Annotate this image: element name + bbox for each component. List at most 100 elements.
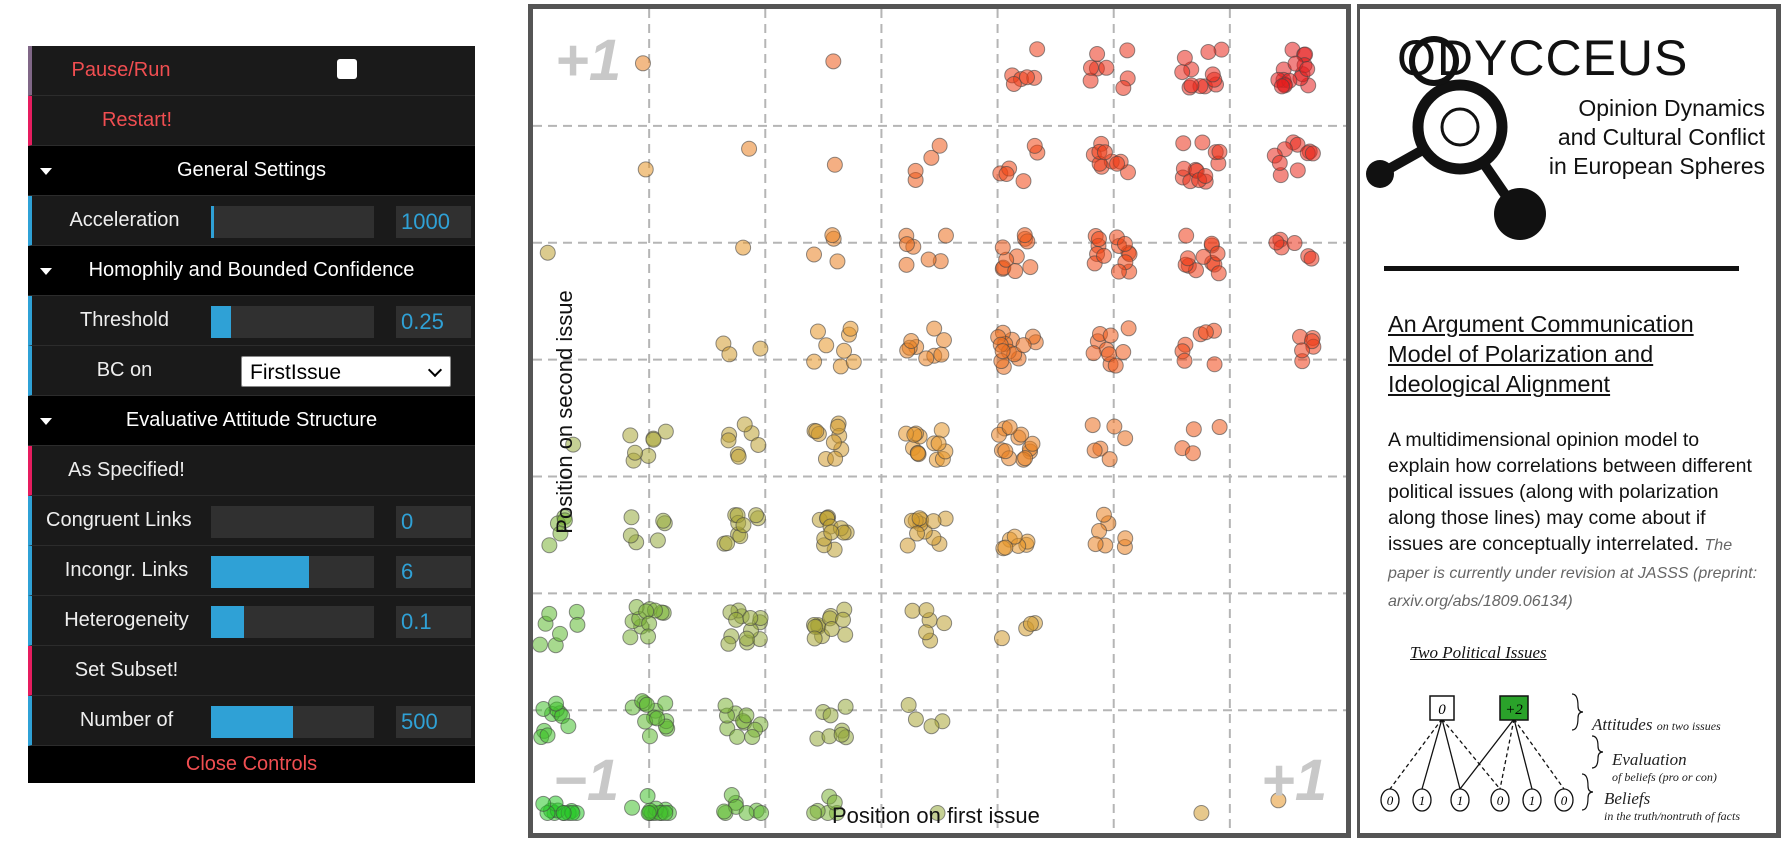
agent-dot <box>1117 530 1134 547</box>
agent-dot <box>641 728 658 745</box>
agent-dot <box>809 323 826 340</box>
bc-on-select[interactable]: FirstIssue <box>241 356 451 387</box>
agent-dot <box>741 140 758 157</box>
agent-dot <box>735 517 752 534</box>
agent-dot <box>806 630 823 647</box>
agent-dot <box>742 610 759 627</box>
folder-evaluative[interactable]: Evaluative Attitude Structure <box>28 396 475 446</box>
agent-dot <box>638 696 655 713</box>
agent-dot <box>1110 263 1127 280</box>
folder-title: Homophily and Bounded Confidence <box>88 259 415 281</box>
belief-node <box>1490 788 1510 812</box>
agent-dot <box>1211 419 1228 436</box>
divider <box>1384 266 1739 271</box>
agent-dot <box>1084 417 1101 434</box>
agent-dot <box>1197 324 1214 341</box>
agent-dot <box>1194 134 1211 151</box>
y-axis-title: Position on second issue <box>552 290 577 534</box>
close-controls-label: Close Controls <box>185 753 318 775</box>
agent-dot <box>909 445 926 462</box>
agent-dot <box>1176 352 1193 369</box>
agent-dot <box>640 447 657 464</box>
agent-dot <box>1174 64 1191 81</box>
agent-dot <box>1185 421 1202 438</box>
agent-dot <box>1294 342 1311 359</box>
agent-dot <box>1095 506 1112 523</box>
agent-dot <box>1106 418 1123 435</box>
paper-title-link[interactable]: An Argument Communication Model of Polar… <box>1388 311 1694 397</box>
agent-dot <box>1178 227 1195 244</box>
agent-dot <box>627 444 644 461</box>
agent-dot <box>1101 451 1118 468</box>
set-subset-button[interactable]: Set Subset! <box>28 646 475 696</box>
agent-dot <box>649 532 666 549</box>
agent-dot <box>1268 234 1285 251</box>
agent-dot <box>1210 265 1227 282</box>
acceleration-slider[interactable] <box>211 206 374 238</box>
plot-canvas <box>533 9 1346 833</box>
agent-dot <box>729 728 746 745</box>
agent-dot <box>898 236 915 253</box>
agent-dot <box>645 431 662 448</box>
odycceus-logo-graphic <box>1366 36 1546 240</box>
incongruent-row: Incongr. Links 6 <box>28 546 475 596</box>
attitude-node-2: +2 <box>1505 702 1523 718</box>
agent-dot <box>730 448 747 465</box>
belief-node <box>1554 788 1574 812</box>
agent-dot <box>911 510 928 527</box>
as-specified-button[interactable]: As Specified! <box>28 446 475 496</box>
heterogeneity-label: Heterogeneity <box>64 609 189 631</box>
agent-dot <box>655 512 672 529</box>
agent-dot <box>829 253 846 270</box>
agent-dot <box>907 162 924 179</box>
agent-dot <box>728 611 745 628</box>
heterogeneity-slider[interactable] <box>211 606 374 638</box>
pause-run-label: Pause/Run <box>71 59 171 81</box>
agent-dot <box>845 353 862 370</box>
agent-dot <box>1085 345 1102 362</box>
agent-dot <box>1019 69 1036 86</box>
abstract-note: The paper is currently under revision at… <box>1388 537 1758 610</box>
congruent-input[interactable]: 0 <box>396 506 471 538</box>
restart-button[interactable]: Restart! <box>28 96 475 146</box>
agent-dot <box>1195 248 1212 265</box>
number-of-slider[interactable] <box>211 706 374 738</box>
threshold-slider[interactable] <box>211 306 374 338</box>
congruent-slider[interactable] <box>211 506 374 538</box>
slider-fill <box>211 706 293 738</box>
bc-on-label: BC on <box>96 359 153 381</box>
agent-dot <box>1082 59 1099 76</box>
agent-dot <box>535 795 552 812</box>
heterogeneity-input[interactable]: 0.1 <box>396 606 471 638</box>
incongruent-input[interactable]: 6 <box>396 556 471 588</box>
acceleration-input[interactable]: 1000 <box>396 206 471 238</box>
number-of-input[interactable]: 500 <box>396 706 471 738</box>
belief-node <box>1522 788 1542 812</box>
agent-dot <box>720 635 737 652</box>
pause-run-checkbox[interactable] <box>337 59 357 79</box>
agent-dot <box>936 615 953 632</box>
folder-general-settings[interactable]: General Settings <box>28 146 475 196</box>
agent-dot <box>637 161 654 178</box>
agent-dot <box>1200 43 1217 60</box>
folder-homophily[interactable]: Homophily and Bounded Confidence <box>28 246 475 296</box>
agent-dot <box>1005 75 1022 92</box>
agent-dot <box>909 525 926 542</box>
belief-node-label: 1 <box>1529 793 1536 808</box>
close-controls-button[interactable]: Close Controls <box>28 746 475 783</box>
agent-dot <box>933 346 950 363</box>
agent-dot <box>1289 162 1306 179</box>
agent-dot <box>569 616 586 633</box>
agent-dot <box>826 156 843 173</box>
agent-dot <box>1117 430 1134 447</box>
agent-dot <box>826 794 843 811</box>
agent-dot <box>918 350 935 367</box>
threshold-input[interactable]: 0.25 <box>396 306 471 338</box>
agent-dot <box>993 630 1010 647</box>
pause-run-row[interactable]: Pause/Run <box>28 46 475 96</box>
diagram-label-beliefs: Beliefs in the truth/nontruth of facts <box>1604 789 1741 823</box>
abstract: A multidimensional opinion model to expl… <box>1388 427 1758 615</box>
incongruent-slider[interactable] <box>211 556 374 588</box>
agent-dot <box>918 602 935 619</box>
agent-dot <box>834 611 851 628</box>
